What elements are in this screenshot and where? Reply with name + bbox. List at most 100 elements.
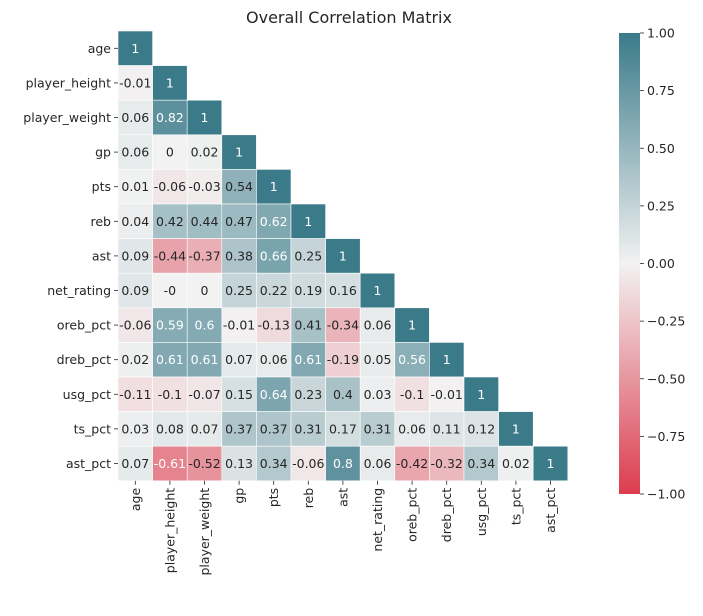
heatmap-cell <box>290 411 326 447</box>
y-tick-label: gp <box>95 145 111 160</box>
heatmap-cell <box>359 342 396 378</box>
heatmap-cell <box>221 307 257 343</box>
cell-value-label: -0 <box>164 283 177 298</box>
cell-value-label: 0.02 <box>121 352 149 367</box>
heatmap-cell <box>186 445 223 482</box>
colorbar-gradient <box>619 33 640 494</box>
heatmap-cell <box>117 30 153 66</box>
heatmap-cell <box>290 376 326 412</box>
colorbar-tick-label: 0.75 <box>647 83 675 98</box>
colorbar-tick-label: 0.00 <box>647 256 675 271</box>
heatmap-cell <box>152 169 188 205</box>
cell-value-label: 0.25 <box>225 283 253 298</box>
cell-value-label: 0.25 <box>294 248 322 263</box>
cell-value-label: 1 <box>235 145 243 160</box>
colorbar-tick-label: −0.75 <box>647 429 685 444</box>
cell-value-label: 0.31 <box>364 421 392 436</box>
cell-value-label: 0.4 <box>333 387 353 402</box>
cell-value-label: 0.06 <box>398 421 426 436</box>
cell-value-label: 1 <box>477 387 485 402</box>
cell-value-label: 0.06 <box>260 352 288 367</box>
cell-value-label: 0.47 <box>225 214 253 229</box>
colorbar-tick-label: 1.00 <box>647 26 675 41</box>
colorbar: 1.00 0.75 0.50 0.25 0.00 −0.25 −0.50 −0.75 −1.00 <box>619 26 685 502</box>
cell-value-label: 1 <box>443 352 451 367</box>
cell-value-label: 0.09 <box>121 283 149 298</box>
cell-value-label: 0.42 <box>156 214 184 229</box>
y-tick-label: player_height <box>26 75 111 90</box>
heatmap-cell <box>429 342 465 378</box>
cell-value-label: 0.16 <box>329 283 357 298</box>
cell-value-label: -0.1 <box>158 387 182 402</box>
cell-value-label: -0.19 <box>327 352 359 367</box>
cell-value-label: 0.15 <box>225 387 253 402</box>
cell-value-label: 0.44 <box>191 214 219 229</box>
cell-value-label: -0.1 <box>400 387 424 402</box>
heatmap-cell <box>359 272 396 309</box>
x-tick-label: dreb_pct <box>439 488 454 542</box>
x-tick-label: usg_pct <box>474 488 489 536</box>
cell-value-label: 0.82 <box>156 110 184 125</box>
cell-value-label: 0.62 <box>260 214 288 229</box>
cell-value-label: 0.04 <box>121 214 149 229</box>
chart-title: Overall Correlation Matrix <box>246 8 452 27</box>
cell-value-label: 1 <box>339 248 347 263</box>
heatmap-cell <box>152 238 188 274</box>
heatmap-cell <box>117 238 153 274</box>
heatmap-cell <box>152 342 188 378</box>
cell-value-label: 0.07 <box>121 456 149 471</box>
cell-value-label: 0.07 <box>191 421 219 436</box>
cell-value-label: -0.06 <box>154 179 186 194</box>
cell-value-label: 0.64 <box>260 387 288 402</box>
heatmap-cell <box>394 376 430 412</box>
cell-value-label: 0.66 <box>260 248 288 263</box>
cell-value-label: 0.08 <box>156 421 184 436</box>
heatmap-cell <box>325 238 361 274</box>
heatmap-cell <box>152 203 188 239</box>
y-tick-label: dreb_pct <box>57 352 111 367</box>
cell-value-label: 0.54 <box>225 179 253 194</box>
heatmap-cell <box>221 376 257 412</box>
cell-value-label: -0.52 <box>188 456 220 471</box>
heatmap-cell <box>256 203 292 239</box>
heatmap-cell <box>463 376 499 412</box>
cell-value-label: 1 <box>512 421 520 436</box>
colorbar-tick-label: 0.25 <box>647 198 675 213</box>
heatmap-cell <box>290 445 326 482</box>
heatmap-cell <box>221 203 257 239</box>
heatmap-cell <box>359 411 396 447</box>
cell-value-label: 1 <box>201 110 209 125</box>
cell-value-label: 0.34 <box>260 456 288 471</box>
heatmap-cell <box>221 169 257 205</box>
cell-value-label: 0.31 <box>294 421 322 436</box>
cell-value-label: 0.23 <box>294 387 322 402</box>
y-tick-label: ast <box>92 248 111 263</box>
x-tick-label: reb <box>301 488 316 509</box>
cell-value-label: 0 <box>201 283 209 298</box>
cell-value-label: 0.06 <box>121 110 149 125</box>
heatmap-cell <box>117 342 153 378</box>
heatmap-cell <box>186 342 223 378</box>
cell-value-label: 1 <box>131 41 139 56</box>
heatmap-cell <box>117 445 153 482</box>
heatmap-cell <box>152 411 188 447</box>
cell-value-label: -0.13 <box>258 318 290 333</box>
heatmap-cell <box>221 238 257 274</box>
cell-value-label: 0.61 <box>156 352 184 367</box>
cell-value-label: 0.06 <box>364 318 392 333</box>
y-tick-label: age <box>88 41 112 56</box>
cell-value-label: 0.03 <box>121 421 149 436</box>
colorbar-tick-label: −1.00 <box>647 487 685 502</box>
x-tick-label: player_weight <box>197 488 212 576</box>
cell-value-label: 0.03 <box>364 387 392 402</box>
x-tick-label: gp <box>232 488 247 504</box>
cell-value-label: 1 <box>304 214 312 229</box>
cell-value-label: -0.01 <box>119 75 151 90</box>
heatmap-cell <box>290 307 326 343</box>
heatmap-cell <box>463 411 499 447</box>
cell-value-label: -0.37 <box>188 248 220 263</box>
cell-value-label: 0.13 <box>225 456 253 471</box>
heatmap-cell <box>394 445 430 482</box>
heatmap-cell <box>290 238 326 274</box>
